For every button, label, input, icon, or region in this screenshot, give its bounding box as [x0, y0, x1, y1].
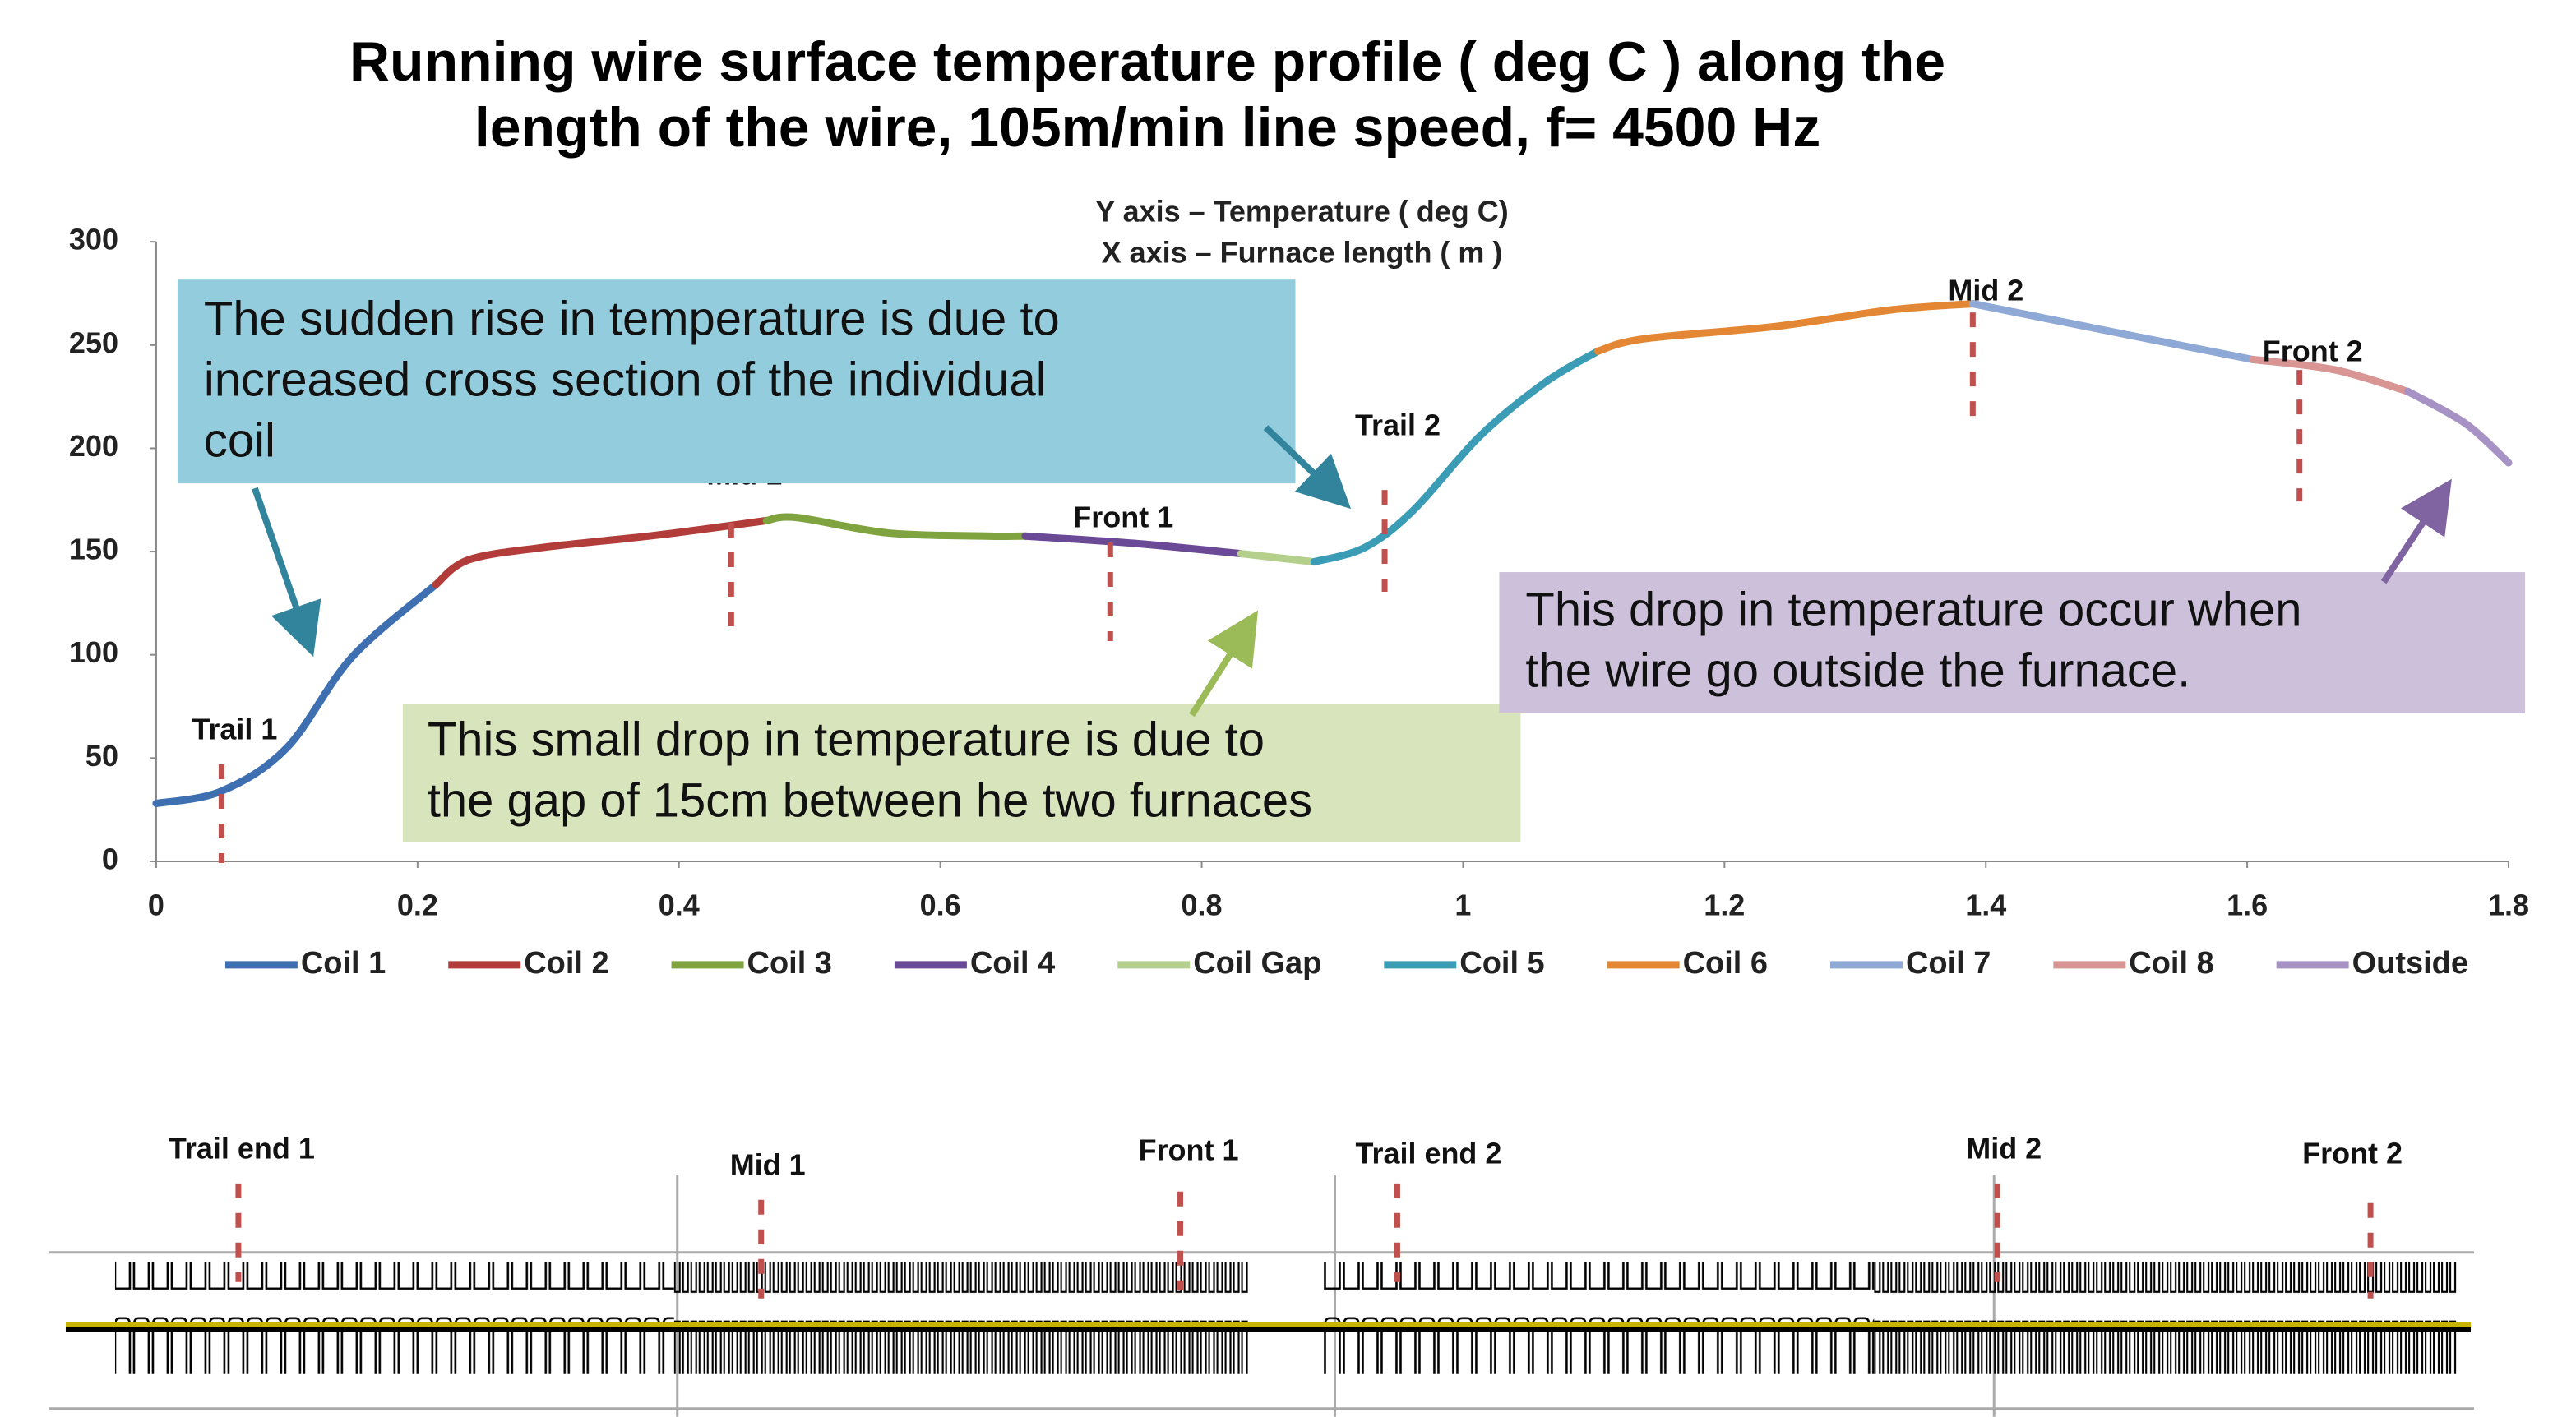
- callout: The sudden rise in temperature is due to…: [178, 279, 1342, 644]
- chart-title: Running wire surface temperature profile…: [349, 30, 1945, 93]
- waveform-label: Trail end 2: [1355, 1136, 1501, 1170]
- waveform-label: Mid 1: [730, 1147, 806, 1181]
- chart-title: length of the wire, 105m/min line speed,…: [474, 96, 1820, 159]
- x-tick-label: 1: [1454, 888, 1471, 921]
- legend-label: Coil Gap: [1193, 946, 1321, 981]
- x-tick-label: 0.2: [397, 888, 438, 921]
- callout-text: the gap of 15cm between he two furnaces: [428, 774, 1312, 827]
- arrow: [255, 488, 309, 644]
- waveform-trace: [1874, 1262, 2458, 1378]
- y-tick-label: 200: [69, 429, 118, 463]
- axis-caption: Y axis – Temperature ( deg C): [1095, 195, 1508, 228]
- axis-caption: X axis – Furnace length ( m ): [1102, 236, 1503, 270]
- marker-label: Front 1: [1073, 501, 1173, 534]
- y-tick-label: 150: [69, 533, 118, 566]
- x-tick-label: 0.6: [920, 888, 961, 921]
- x-tick-label: 0: [148, 888, 164, 921]
- arrow: [1192, 621, 1251, 715]
- legend-label: Coil 8: [2129, 946, 2213, 981]
- legend-label: Coil 4: [970, 946, 1055, 981]
- callout: This small drop in temperature is due to…: [403, 621, 1521, 842]
- series-line: [1025, 536, 1241, 553]
- callout: This drop in temperature occur when the …: [1499, 490, 2525, 713]
- series-line: [1972, 304, 2252, 360]
- marker-label: Front 2: [2263, 335, 2363, 368]
- waveform-trace: [115, 1262, 674, 1378]
- x-tick-label: 1.8: [2488, 888, 2529, 921]
- x-tick-label: 0.4: [659, 888, 700, 921]
- x-tick-label: 1.4: [1965, 888, 2006, 921]
- waveform-trace: [674, 1262, 1250, 1378]
- y-tick-label: 250: [69, 325, 118, 359]
- legend-label: Coil 7: [1906, 946, 1991, 981]
- legend: Coil 1 Coil 2 Coil 3 Coil 4 Coil Gap Coil 5 Co…: [225, 946, 2468, 981]
- page: Running wire surface temperature profile…: [0, 0, 2576, 1417]
- legend-label: Outside: [2352, 946, 2468, 981]
- callout-text: This drop in temperature occur when: [1525, 584, 2301, 636]
- legend-label: Coil 5: [1459, 946, 1544, 981]
- callout-text: The sudden rise in temperature is due to: [204, 293, 1060, 345]
- series-line: [1241, 554, 1314, 562]
- y-tick-label: 50: [86, 739, 118, 773]
- y-tick-label: 0: [102, 842, 118, 875]
- waveform-label: Trail end 1: [169, 1131, 315, 1165]
- callout-text: coil: [204, 414, 275, 467]
- series-line: [436, 520, 766, 584]
- waveform-trace: [1323, 1262, 1874, 1378]
- callout-text: This small drop in temperature is due to: [428, 713, 1265, 766]
- x-tick-label: 1.2: [1704, 888, 1745, 921]
- y-tick-label: 100: [69, 635, 118, 669]
- x-tick-label: 0.8: [1182, 888, 1223, 921]
- legend-label: Coil 1: [301, 946, 386, 981]
- y-tick-label: 300: [69, 223, 118, 256]
- series-line: [1314, 351, 1598, 561]
- series-line: [1598, 304, 1972, 352]
- series-line: [156, 584, 436, 803]
- waveform: [49, 1175, 2474, 1417]
- marker-label: Trail 2: [1355, 408, 1441, 442]
- waveform-label: Front 1: [1139, 1133, 1239, 1166]
- arrow: [2384, 490, 2444, 582]
- legend-label: Coil 6: [1683, 946, 1768, 981]
- x-tick-label: 1.6: [2227, 888, 2268, 921]
- waveform-label: Mid 2: [1966, 1131, 2042, 1165]
- series-line: [2408, 391, 2509, 463]
- legend-label: Coil 3: [747, 946, 832, 981]
- callout-text: increased cross section of the individua…: [204, 353, 1047, 406]
- legend-label: Coil 2: [524, 946, 608, 981]
- marker-label: Mid 2: [1948, 274, 2023, 307]
- waveform-label: Front 2: [2302, 1136, 2403, 1170]
- series-line: [766, 517, 1025, 537]
- marker-label: Trail 1: [192, 712, 277, 745]
- callout-text: the wire go outside the furnace.: [1525, 644, 2190, 697]
